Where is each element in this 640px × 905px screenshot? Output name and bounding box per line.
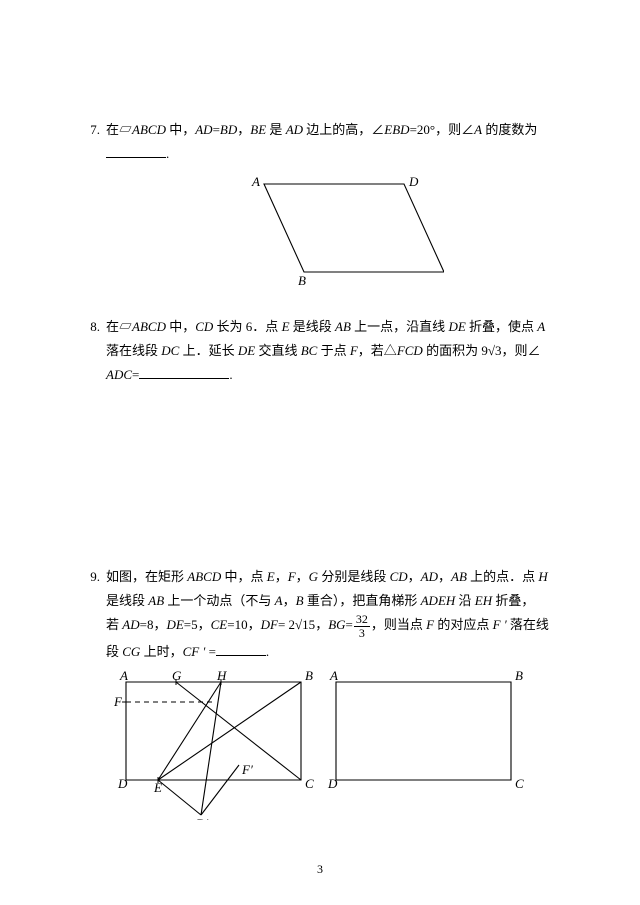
problem-line: 若 AD=8，DE=5，CE=10，DF= 2√15，BG=323，则当点 F …: [106, 613, 562, 639]
svg-text:F′: F′: [241, 762, 253, 777]
page-number: 3: [0, 862, 640, 877]
svg-text:C: C: [305, 776, 314, 791]
problem-line: .: [106, 142, 562, 166]
problem-line: ADC=.: [106, 363, 562, 387]
problem-body: 如图，在矩形 ABCD 中，点 E，F，G 分别是线段 CD，AD，AB 上的点…: [106, 565, 562, 819]
spacer: [78, 415, 562, 565]
svg-text:F: F: [113, 694, 123, 709]
fold-figure: ABDCGHEFF′D′ABDC: [106, 670, 526, 820]
svg-text:G: G: [172, 670, 182, 683]
figure-container: ADBC: [106, 172, 562, 287]
svg-text:B: B: [298, 273, 306, 287]
problem-line: 是线段 AB 上一个动点（不与 A，B 重合），把直角梯形 ADEH 沿 EH …: [106, 589, 562, 613]
problem-line: 段 CG 上时，CF ′ =.: [106, 640, 562, 664]
svg-text:E: E: [153, 780, 162, 795]
svg-text:A: A: [329, 670, 338, 683]
problem-body: 在▱ABCD 中，AD=BD，BE 是 AD 边上的高，∠EBD=20°，则∠A…: [106, 118, 562, 287]
svg-text:B: B: [305, 670, 313, 683]
problem-7: 7. 在▱ABCD 中，AD=BD，BE 是 AD 边上的高，∠EBD=20°，…: [78, 118, 562, 287]
svg-text:A: A: [251, 174, 260, 189]
problem-number: 7.: [78, 118, 106, 142]
svg-text:C: C: [515, 776, 524, 791]
problem-8: 8. 在▱ABCD 中，CD 长为 6．点 E 是线段 AB 上一点，沿直线 D…: [78, 315, 562, 387]
problem-body: 在▱ABCD 中，CD 长为 6．点 E 是线段 AB 上一点，沿直线 DE 折…: [106, 315, 562, 387]
svg-text:B: B: [515, 670, 523, 683]
problem-line: 在▱ABCD 中，CD 长为 6．点 E 是线段 AB 上一点，沿直线 DE 折…: [106, 315, 562, 339]
problem-number: 8.: [78, 315, 106, 339]
problem-9: 9. 如图，在矩形 ABCD 中，点 E，F，G 分别是线段 CD，AD，AB …: [78, 565, 562, 819]
figure-container: ABDCGHEFF′D′ABDC: [106, 670, 562, 820]
parallelogram-figure: ADBC: [224, 172, 444, 287]
svg-text:D′: D′: [195, 816, 208, 820]
svg-text:D: D: [327, 776, 338, 791]
svg-text:A: A: [119, 670, 128, 683]
page: 7. 在▱ABCD 中，AD=BD，BE 是 AD 边上的高，∠EBD=20°，…: [0, 0, 640, 905]
problem-line: 落在线段 DC 上．延长 DE 交直线 BC 于点 F，若△FCD 的面积为 9…: [106, 339, 562, 363]
svg-text:H: H: [216, 670, 227, 683]
problem-number: 9.: [78, 565, 106, 589]
svg-text:D: D: [117, 776, 128, 791]
svg-text:D: D: [408, 174, 419, 189]
problem-line: 如图，在矩形 ABCD 中，点 E，F，G 分别是线段 CD，AD，AB 上的点…: [106, 565, 562, 589]
problem-line: 在▱ABCD 中，AD=BD，BE 是 AD 边上的高，∠EBD=20°，则∠A…: [106, 118, 562, 142]
